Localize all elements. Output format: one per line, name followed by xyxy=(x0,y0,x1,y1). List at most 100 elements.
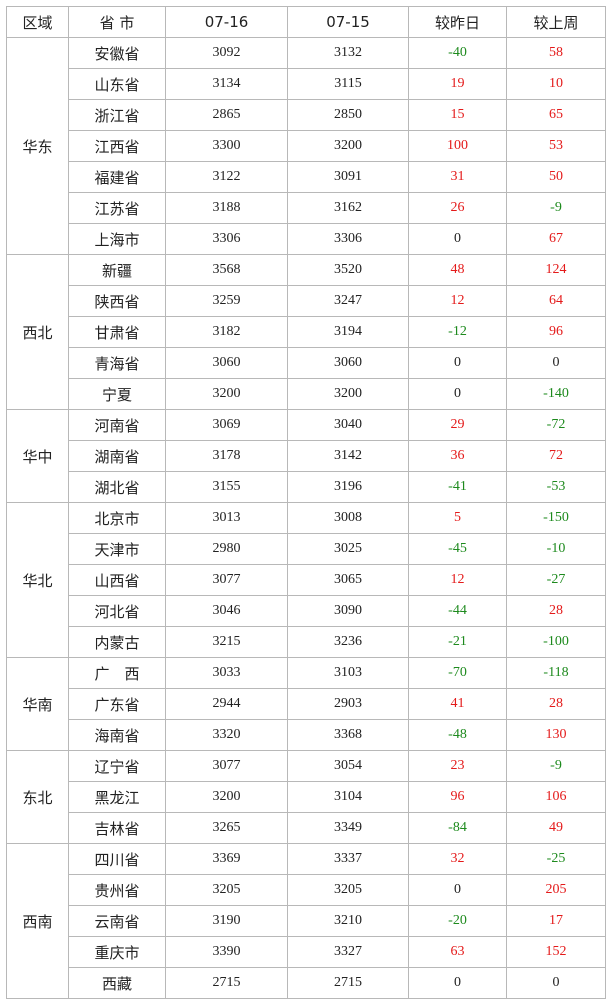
price-yesterday: 3327 xyxy=(287,936,409,968)
change-week: -53 xyxy=(506,471,606,503)
change-week: -150 xyxy=(506,502,606,534)
price-yesterday: 2903 xyxy=(287,688,409,720)
province: 山东省 xyxy=(68,68,166,100)
table-row: 内蒙古 3215 3236 -21 -100 xyxy=(7,626,606,658)
table-row: 海南省 3320 3368 -48 130 xyxy=(7,719,606,751)
region-cell: 华东 xyxy=(6,37,69,255)
price-today: 3369 xyxy=(165,843,288,875)
table-row: 湖北省 3155 3196 -41 -53 xyxy=(7,471,606,503)
province: 新疆 xyxy=(68,254,166,286)
price-today: 3190 xyxy=(165,905,288,937)
change-week: -72 xyxy=(506,409,606,441)
price-today: 3200 xyxy=(165,378,288,410)
change-week: 152 xyxy=(506,936,606,968)
header-cell: 07-16 xyxy=(165,6,288,38)
province: 吉林省 xyxy=(68,812,166,844)
table-row: 陕西省 3259 3247 12 64 xyxy=(7,285,606,317)
table-row: 湖南省 3178 3142 36 72 xyxy=(7,440,606,472)
table-row: 华东 安徽省 3092 3132 -40 58 xyxy=(6,37,606,255)
province: 西藏 xyxy=(68,967,166,999)
price-today: 3182 xyxy=(165,316,288,348)
change-week: 64 xyxy=(506,285,606,317)
change-day: 5 xyxy=(408,502,507,534)
province: 辽宁省 xyxy=(68,750,166,782)
price-today: 3134 xyxy=(165,68,288,100)
change-week: 53 xyxy=(506,130,606,162)
table-row: 山西省 3077 3065 12 -27 xyxy=(7,564,606,596)
header-cell: 07-15 xyxy=(287,6,409,38)
price-yesterday: 3236 xyxy=(287,626,409,658)
province: 贵州省 xyxy=(68,874,166,906)
table-row: 贵州省 3205 3205 0 205 xyxy=(7,874,606,906)
table-row: 青海省 3060 3060 0 0 xyxy=(7,347,606,379)
table-row: 吉林省 3265 3349 -84 49 xyxy=(7,812,606,844)
change-day: -41 xyxy=(408,471,507,503)
price-today: 3060 xyxy=(165,347,288,379)
price-yesterday: 3008 xyxy=(287,502,409,534)
change-day: 0 xyxy=(408,967,507,999)
price-yesterday: 3194 xyxy=(287,316,409,348)
change-week: 130 xyxy=(506,719,606,751)
price-yesterday: 2715 xyxy=(287,967,409,999)
price-yesterday: 3196 xyxy=(287,471,409,503)
region-cell: 华中 xyxy=(6,409,69,503)
province: 浙江省 xyxy=(68,99,166,131)
header-cell: 省 市 xyxy=(68,6,166,38)
change-week: 50 xyxy=(506,161,606,193)
price-yesterday: 3025 xyxy=(287,533,409,565)
table-row: 西北 新疆 3568 3520 48 124 xyxy=(6,254,606,410)
province: 云南省 xyxy=(68,905,166,937)
price-yesterday: 3091 xyxy=(287,161,409,193)
province: 甘肃省 xyxy=(68,316,166,348)
price-yesterday: 3142 xyxy=(287,440,409,472)
price-yesterday: 3065 xyxy=(287,564,409,596)
change-week: 10 xyxy=(506,68,606,100)
change-week: 65 xyxy=(506,99,606,131)
province: 宁夏 xyxy=(68,378,166,410)
table-row: 西南 四川省 3369 3337 32 -25 xyxy=(6,843,606,999)
price-today: 3265 xyxy=(165,812,288,844)
change-day: -84 xyxy=(408,812,507,844)
change-day: 0 xyxy=(408,874,507,906)
change-day: 23 xyxy=(408,750,507,782)
table-row: 云南省 3190 3210 -20 17 xyxy=(7,905,606,937)
table-row: 上海市 3306 3306 0 67 xyxy=(7,223,606,255)
change-day: 26 xyxy=(408,192,507,224)
table-row: 华南广 西 3033 3103 -70 -118 xyxy=(6,657,606,751)
change-week: 17 xyxy=(506,905,606,937)
price-today: 2715 xyxy=(165,967,288,999)
price-yesterday: 3210 xyxy=(287,905,409,937)
header-cell: 区域 xyxy=(6,6,69,38)
change-week: 124 xyxy=(506,254,606,286)
province: 湖北省 xyxy=(68,471,166,503)
province: 天津市 xyxy=(68,533,166,565)
table-row: 宁夏 3200 3200 0 -140 xyxy=(7,378,606,410)
price-today: 3092 xyxy=(165,37,288,69)
table-row: 山东省 3134 3115 19 10 xyxy=(7,68,606,100)
province: 黑龙江 xyxy=(68,781,166,813)
price-yesterday: 3247 xyxy=(287,285,409,317)
change-week: 106 xyxy=(506,781,606,813)
change-day: 36 xyxy=(408,440,507,472)
change-week: 205 xyxy=(506,874,606,906)
change-week: 49 xyxy=(506,812,606,844)
region-cell: 华北 xyxy=(6,502,69,658)
region-cell: 西南 xyxy=(6,843,69,999)
province: 山西省 xyxy=(68,564,166,596)
change-week: 58 xyxy=(506,37,606,69)
change-week: 0 xyxy=(506,967,606,999)
price-today: 3188 xyxy=(165,192,288,224)
table-row: 西藏 2715 2715 0 0 xyxy=(7,967,606,999)
price-today: 3155 xyxy=(165,471,288,503)
price-today: 3013 xyxy=(165,502,288,534)
price-yesterday: 3132 xyxy=(287,37,409,69)
change-day: -44 xyxy=(408,595,507,627)
price-yesterday: 3205 xyxy=(287,874,409,906)
province: 湖南省 xyxy=(68,440,166,472)
change-week: -100 xyxy=(506,626,606,658)
table-row: 广东省 2944 2903 41 28 xyxy=(7,688,606,720)
province: 上海市 xyxy=(68,223,166,255)
change-day: 29 xyxy=(408,409,507,441)
change-week: -25 xyxy=(506,843,606,875)
price-yesterday: 3115 xyxy=(287,68,409,100)
